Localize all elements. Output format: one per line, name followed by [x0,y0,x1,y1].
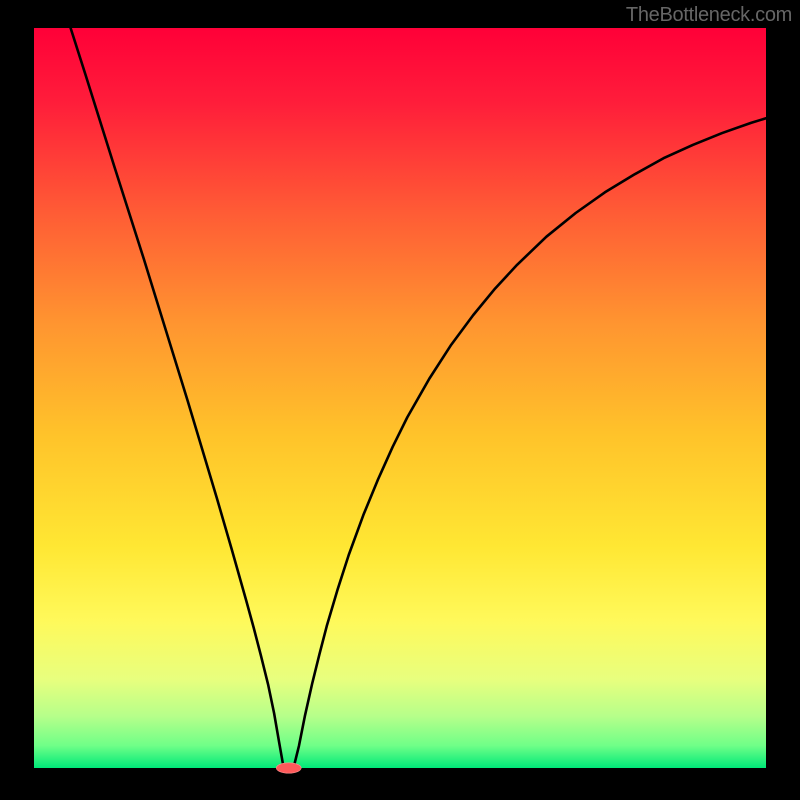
plot-area [34,28,766,768]
watermark-text: TheBottleneck.com [626,4,792,27]
curve-layer [34,28,766,768]
canvas-root: TheBottleneck.com [0,0,800,800]
sweet-spot-marker [276,763,301,773]
bottleneck-curve [71,28,766,768]
